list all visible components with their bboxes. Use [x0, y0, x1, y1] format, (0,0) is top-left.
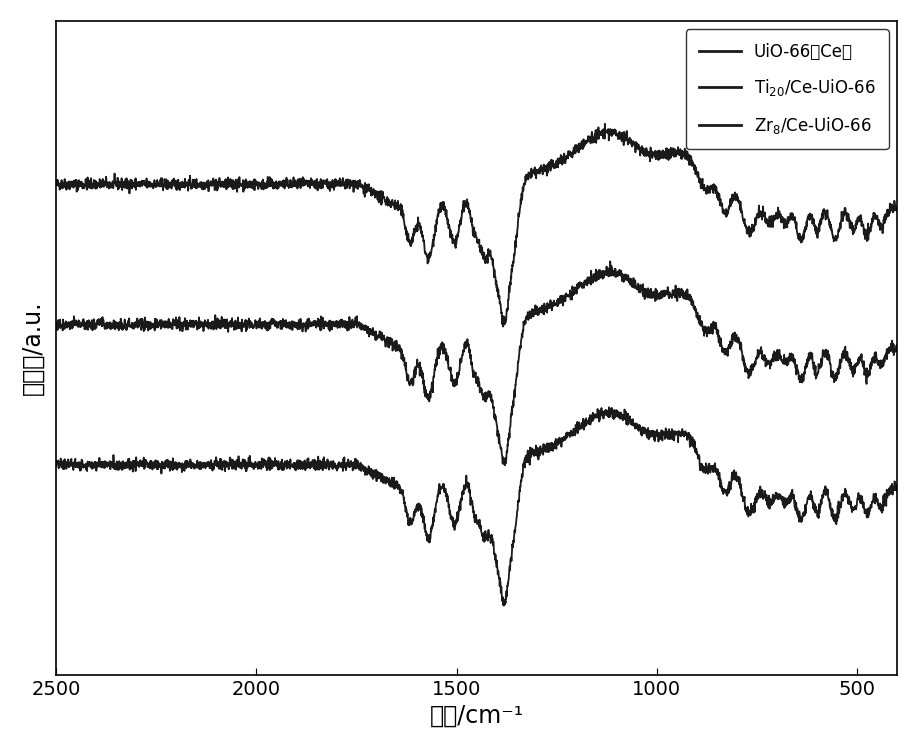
X-axis label: 波数/cm⁻¹: 波数/cm⁻¹ [430, 704, 523, 728]
Y-axis label: 透过率/a.u.: 透过率/a.u. [21, 300, 45, 395]
Legend: UiO-66（Ce）, Ti$_{20}$/Ce-UiO-66, Zr$_8$/Ce-UiO-66: UiO-66（Ce）, Ti$_{20}$/Ce-UiO-66, Zr$_8$/… [686, 29, 889, 149]
